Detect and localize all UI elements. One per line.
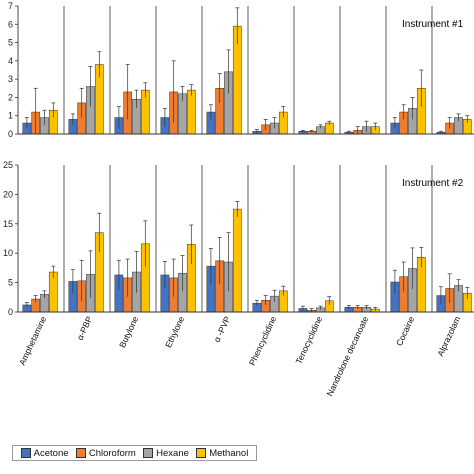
category-label-alprazolam: Alprazolam — [435, 315, 462, 358]
y-tick-label: 10 — [3, 248, 13, 258]
y-tick-label: 0 — [8, 307, 13, 317]
y-tick-label: 15 — [3, 219, 13, 229]
y-tick-label: 5 — [8, 278, 13, 288]
legend-swatch-hexane — [143, 448, 154, 458]
legend-item-chloroform: Chloroform — [75, 447, 136, 459]
category-label-phencyclidine: Phencyclidine — [247, 314, 279, 366]
legend-item-hexane: Hexane — [143, 448, 189, 459]
bar-methanol-amphetamine — [48, 271, 58, 313]
y-tick-label: 5 — [8, 38, 13, 48]
chart-panel-2: 0 5 10 15 20 25 Instrument #2 — [3, 160, 474, 317]
legend-swatch-chloroform — [75, 448, 86, 458]
y-tick-label: 2 — [8, 92, 13, 102]
category-label-pbp: α-PBP — [75, 314, 95, 341]
y-tick-label: 25 — [3, 160, 13, 170]
legend-swatch-acetone — [20, 448, 31, 458]
category-labels: Amphetamine α-PBP Butylone Ethylone α -PVP Ph… — [17, 314, 462, 397]
category-label-nandrolone-decanoate: Nandrolone decanoate — [325, 314, 371, 397]
bar-methanol-ethylone — [186, 89, 196, 135]
y-tick-label: 0 — [8, 129, 13, 139]
chart-legend: Acetone Chloroform Hexane Methanol — [12, 445, 257, 461]
category-label-butylone: Butylone — [117, 314, 140, 349]
category-label-cocaine: Cocaine — [394, 314, 416, 347]
category-label-pvp: α -PVP — [212, 314, 233, 343]
y-tick-label: 7 — [8, 1, 13, 11]
category-label-amphetamine: Amphetamine — [17, 314, 49, 366]
y-tick-label: 4 — [8, 56, 13, 66]
legend-label-chloroform: Chloroform — [88, 447, 136, 459]
y-tick-label: 6 — [8, 19, 13, 29]
legend-label-hexane: Hexane — [156, 447, 189, 459]
bar-methanol-pvp — [232, 208, 242, 313]
category-label-ethylone: Ethylone — [163, 314, 186, 349]
legend-label-methanol: Methanol — [209, 447, 249, 459]
y-tick-label: 3 — [8, 74, 13, 84]
category-label-tenocyclidine: Tenocyclidine — [293, 314, 324, 365]
legend-label-acetone: Acetone — [33, 447, 69, 459]
chart-panel-1: 0 1 2 3 4 5 6 7 Instrument #1 — [8, 1, 474, 139]
legend-swatch-methanol — [196, 448, 207, 458]
y-tick-label: 20 — [3, 189, 13, 199]
panel-title: Instrument #1 — [402, 19, 464, 30]
legend-item-acetone: Acetone — [20, 447, 69, 459]
y-tick-label: 1 — [8, 111, 13, 121]
legend-item-methanol: Methanol — [196, 448, 248, 459]
panel-title: Instrument #2 — [402, 178, 464, 189]
